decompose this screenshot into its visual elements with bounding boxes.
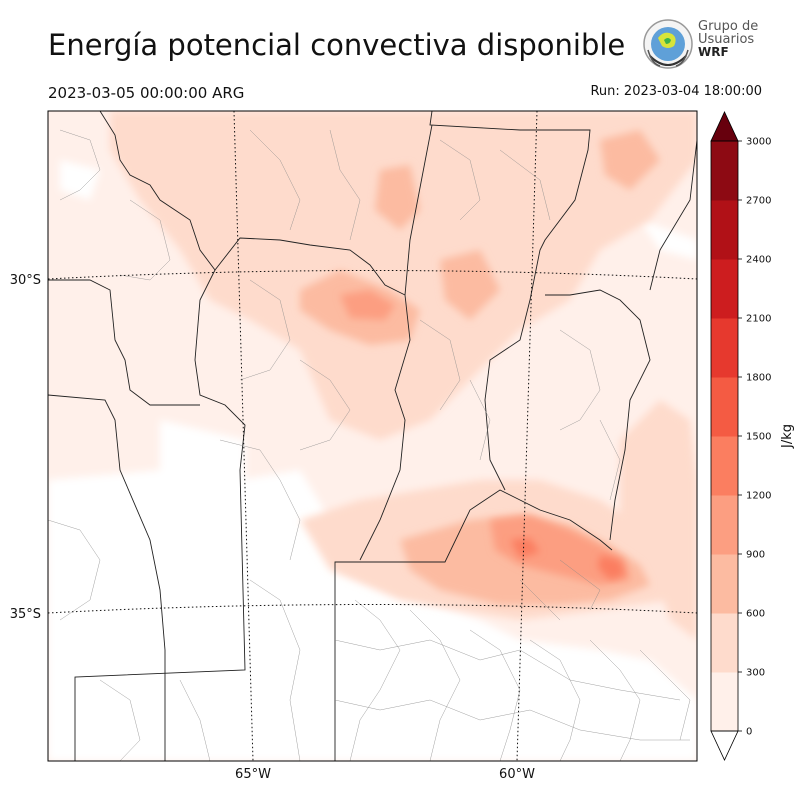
colorbar-tick-label: 300	[746, 668, 765, 679]
run-time: Run: 2023-03-04 18:00:00	[590, 84, 762, 99]
colorbar: 0 300 600 900 1200 1500 1800 2100 2400 2700 3000 J…	[710, 111, 795, 761]
colorbar-extend-min	[710, 730, 739, 761]
province-boundaries	[48, 111, 697, 761]
colorbar-tick-label: 0	[746, 727, 752, 738]
lat-label-30s: 30°S	[10, 273, 41, 288]
cape-field	[48, 111, 697, 761]
map-title: Energía potencial convectiva disponible	[48, 28, 626, 62]
colorbar-tick-label: 1500	[746, 432, 771, 443]
logo-line-1: Grupo de	[698, 19, 759, 34]
valid-time: 2023-03-05 00:00:00 ARG	[48, 84, 245, 102]
graticule-lat-35s	[48, 604, 697, 614]
department-boundaries	[48, 129, 691, 761]
colorbar-band-1	[711, 613, 738, 673]
graticule-lon-65w	[233, 111, 254, 761]
colorbar-tick-label: 2700	[746, 196, 771, 207]
colorbar-tick-label: 600	[746, 609, 765, 620]
lat-label-35s: 35°S	[10, 607, 41, 622]
graticule-lat-30s	[48, 270, 697, 280]
map-frame	[47, 110, 698, 762]
colorbar-tick-label: 1800	[746, 373, 771, 384]
colorbar-band-0	[711, 672, 738, 732]
colorbar-unit-label: J/kg	[780, 424, 795, 449]
colorbar-band-4	[711, 436, 738, 496]
logo-line-2: Usuarios	[698, 32, 755, 47]
colorbar-band-6	[711, 318, 738, 378]
cape-band-1200-1500	[510, 538, 625, 580]
colorbar-tick-label: 2100	[746, 314, 771, 325]
colorbar-band-9	[711, 141, 738, 201]
cape-no-data-areas	[48, 160, 697, 761]
colorbar-band-2	[711, 554, 738, 614]
colorbar-band-3	[711, 495, 738, 555]
cape-band-900-1200	[340, 290, 630, 585]
colorbar-ticks: 0 300 600 900 1200 1500 1800 2100 2400 2700 3000	[738, 137, 771, 738]
wrf-users-logo: Grupo de Usuarios WRF	[638, 16, 768, 74]
colorbar-bands	[711, 141, 738, 732]
colorbar-band-8	[711, 200, 738, 260]
colorbar-tick-label: 1200	[746, 491, 771, 502]
globe-icon	[643, 19, 693, 69]
colorbar-tick-label: 2400	[746, 255, 771, 266]
graticule	[48, 111, 697, 761]
lon-label-60w: 60°W	[499, 767, 535, 782]
colorbar-tick-label: 900	[746, 550, 765, 561]
colorbar-tick-label: 3000	[746, 137, 771, 148]
colorbar-extend-max	[710, 111, 739, 142]
logo-line-3: WRF	[698, 45, 729, 59]
colorbar-band-5	[711, 377, 738, 437]
lon-label-65w: 65°W	[235, 767, 271, 782]
graticule-lon-60w	[516, 111, 538, 761]
colorbar-band-7	[711, 259, 738, 319]
